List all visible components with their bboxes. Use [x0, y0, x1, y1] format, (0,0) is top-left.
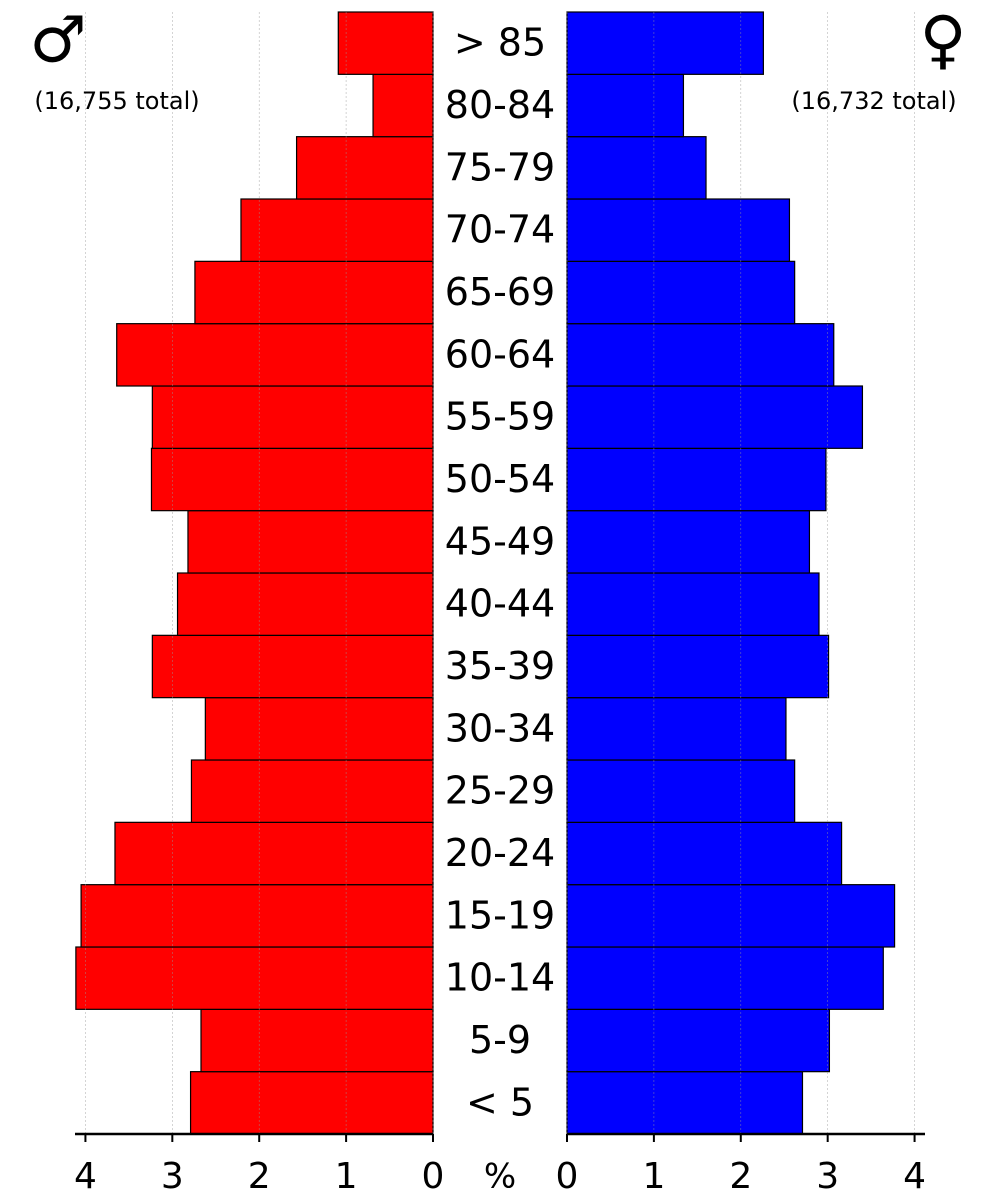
bar — [566, 11, 764, 75]
bar — [204, 697, 434, 761]
bar — [295, 136, 434, 200]
category-label: 65-69 — [445, 270, 555, 314]
bar — [80, 884, 434, 948]
x-axis-label: % — [484, 1157, 516, 1197]
bar — [566, 136, 707, 200]
legend-symbol: ♀ — [920, 4, 967, 78]
category-label: 40-44 — [445, 582, 555, 626]
bar — [566, 634, 830, 699]
bar — [566, 1071, 804, 1135]
category-label: 70-74 — [445, 208, 555, 252]
bar — [200, 1008, 434, 1073]
bar — [176, 572, 434, 636]
bar — [566, 946, 884, 1010]
x-tick-label: 4 — [74, 1156, 97, 1197]
category-label: 30-34 — [445, 706, 555, 750]
bar — [566, 385, 864, 449]
x-tick-label: 1 — [335, 1156, 358, 1197]
total-label: (16,755 total) — [34, 87, 199, 115]
x-tick-label: 3 — [816, 1156, 839, 1197]
legend-symbol: ♂ — [29, 4, 86, 78]
bar — [566, 323, 835, 387]
category-label: 80-84 — [445, 83, 555, 127]
bar — [337, 11, 434, 75]
category-label: 10-14 — [445, 956, 555, 1000]
category-label: 35-39 — [445, 644, 555, 688]
bar — [116, 323, 434, 387]
bar — [194, 260, 434, 325]
category-label: 55-59 — [445, 395, 555, 439]
bar — [114, 821, 434, 886]
category-label: 15-19 — [445, 893, 555, 937]
bar — [187, 510, 434, 574]
bar — [151, 634, 434, 699]
category-label: 5-9 — [469, 1018, 531, 1062]
x-tick-label: 1 — [642, 1156, 665, 1197]
bar — [566, 759, 796, 823]
bar — [75, 946, 434, 1010]
category-label: 75-79 — [445, 145, 555, 189]
category-label: > 85 — [454, 21, 546, 65]
bar — [566, 447, 827, 512]
category-label: 50-54 — [445, 457, 555, 501]
x-tick-label: 3 — [161, 1156, 184, 1197]
x-tick-label: 4 — [903, 1156, 926, 1197]
x-tick-label: 0 — [556, 1156, 579, 1197]
bar — [372, 73, 434, 138]
bar — [190, 759, 434, 823]
bar — [189, 1071, 434, 1135]
x-tick-label: 0 — [422, 1156, 445, 1197]
bar — [150, 447, 434, 512]
category-label: 45-49 — [445, 519, 555, 563]
x-tick-label: 2 — [248, 1156, 271, 1197]
bar — [566, 260, 796, 325]
bar — [566, 821, 843, 886]
x-tick-label: 2 — [729, 1156, 752, 1197]
bar — [566, 198, 791, 262]
bar — [566, 572, 820, 636]
bar — [240, 198, 434, 262]
category-label: 60-64 — [445, 332, 555, 376]
bar — [566, 884, 896, 948]
bar — [566, 73, 685, 138]
category-label: 25-29 — [445, 769, 555, 813]
bar — [566, 510, 811, 574]
bar — [566, 1008, 831, 1073]
bar — [151, 385, 434, 449]
category-label: 20-24 — [445, 831, 555, 875]
bar — [566, 697, 787, 761]
category-label: < 5 — [466, 1080, 534, 1124]
total-label: (16,732 total) — [791, 87, 956, 115]
